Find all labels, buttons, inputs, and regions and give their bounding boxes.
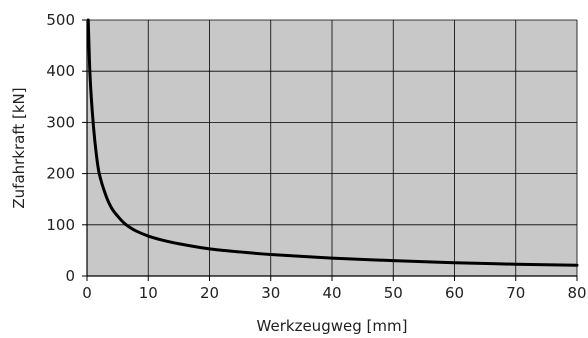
x-tick-label: 70 bbox=[506, 284, 525, 302]
x-tick-label: 40 bbox=[322, 284, 341, 302]
y-tick-label: 300 bbox=[46, 113, 75, 131]
y-tick-label: 400 bbox=[46, 62, 75, 80]
x-tick-label: 80 bbox=[567, 284, 586, 302]
x-tick-label: 30 bbox=[261, 284, 280, 302]
x-axis-label: Werkzeugweg [mm] bbox=[257, 317, 408, 335]
y-tick-label: 500 bbox=[46, 11, 75, 29]
y-tick-label: 0 bbox=[65, 267, 75, 285]
x-tick-label: 20 bbox=[200, 284, 219, 302]
x-tick-label: 0 bbox=[82, 284, 92, 302]
x-tick-label: 50 bbox=[384, 284, 403, 302]
y-axis-label: Zufahrkraft [kN] bbox=[10, 87, 28, 208]
x-tick-label: 10 bbox=[139, 284, 158, 302]
x-tick-label: 60 bbox=[445, 284, 464, 302]
y-tick-label: 200 bbox=[46, 165, 75, 183]
y-tick-label: 100 bbox=[46, 216, 75, 234]
